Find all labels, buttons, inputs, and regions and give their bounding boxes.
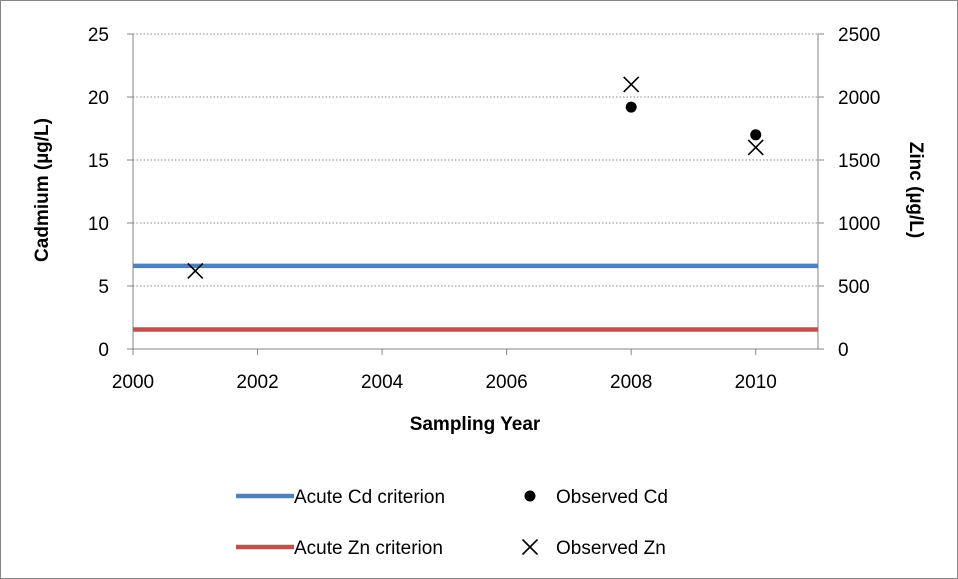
point-observed-zn-2010 xyxy=(747,139,764,156)
y-axis-left-title: Cadmium (µg/L) xyxy=(32,118,53,262)
x-tick-label-2006: 2006 xyxy=(485,372,527,393)
y-left-tick-label-10: 10 xyxy=(88,214,109,235)
y-right-tick-label-500: 500 xyxy=(838,277,870,298)
point-observed-cd-2008 xyxy=(625,101,637,113)
legend-swatch-observed-zn xyxy=(521,538,539,556)
legend-label-acute-zn-criterion: Acute Zn criterion xyxy=(294,538,443,559)
x-tick-label-2010: 2010 xyxy=(735,372,777,393)
legend-swatch-observed-cd xyxy=(524,490,536,502)
x-tick-label-2002: 2002 xyxy=(236,372,278,393)
legend-swatch-observed-zn-stroke-b xyxy=(521,538,539,556)
legend-item-acute-cd-criterion: Acute Cd criterion xyxy=(236,487,445,508)
tick-labels: 0 5 10 15 20 25 0 500 1000 1500 2000 2500 2000 2002 20… xyxy=(88,25,880,393)
y-right-tick-label-2500: 2500 xyxy=(838,25,880,46)
grid-lines xyxy=(133,33,818,287)
axes xyxy=(127,33,824,355)
legend-item-observed-zn: Observed Zn xyxy=(521,538,666,559)
legend-label-acute-cd-criterion: Acute Cd criterion xyxy=(294,487,445,508)
x-tick-label-2004: 2004 xyxy=(361,372,404,393)
x-tick-label-2008: 2008 xyxy=(610,372,652,393)
legend-label-observed-zn: Observed Zn xyxy=(556,538,666,559)
x-axis-title: Sampling Year xyxy=(410,414,541,435)
legend: Acute Cd criterion Acute Zn criterion Obse… xyxy=(236,487,668,559)
y-left-tick-label-0: 0 xyxy=(98,340,109,361)
y-left-tick-label-5: 5 xyxy=(98,277,109,298)
y-right-tick-label-2000: 2000 xyxy=(838,88,880,109)
point-observed-zn-2001-stroke-b xyxy=(187,262,204,279)
legend-item-acute-zn-criterion: Acute Zn criterion xyxy=(236,538,443,559)
y-right-tick-label-1000: 1000 xyxy=(838,214,880,235)
y-axis-right-title: Zinc (µg/L) xyxy=(905,142,926,238)
series xyxy=(133,76,818,332)
point-observed-zn-2008-stroke-b xyxy=(623,76,640,93)
y-left-tick-label-25: 25 xyxy=(88,25,109,46)
point-observed-zn-2001 xyxy=(187,262,204,279)
x-tick-label-2000: 2000 xyxy=(112,372,154,393)
point-observed-cd-2010 xyxy=(750,129,762,141)
y-left-tick-label-15: 15 xyxy=(88,151,109,172)
y-left-tick-label-20: 20 xyxy=(88,88,109,109)
point-observed-zn-2008 xyxy=(623,76,640,93)
legend-label-observed-cd: Observed Cd xyxy=(556,487,668,508)
y-right-tick-label-1500: 1500 xyxy=(838,151,880,172)
point-observed-zn-2010-stroke-b xyxy=(747,139,764,156)
legend-item-observed-cd: Observed Cd xyxy=(524,487,668,508)
y-right-tick-label-0: 0 xyxy=(838,340,849,361)
